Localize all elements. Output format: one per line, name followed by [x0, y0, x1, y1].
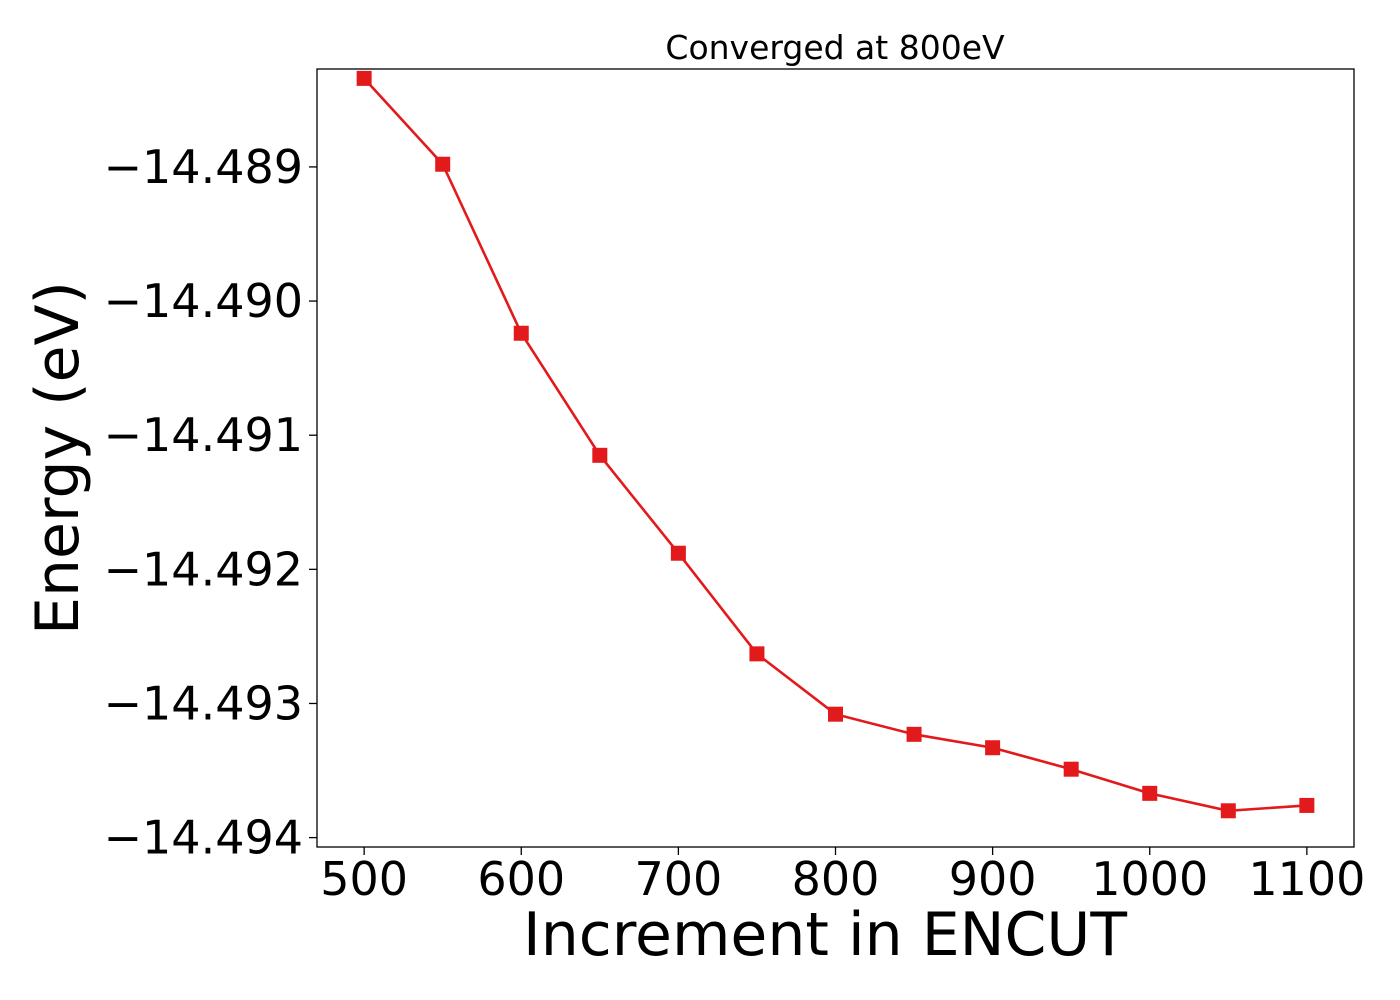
y-tick-label: −14.494 [104, 811, 304, 865]
y-axis-ticks: −14.489 −14.490 −14.491 −14.492 −14.493 −14.4… [104, 140, 317, 865]
x-tick-label: 800 [792, 852, 880, 906]
y-tick-label: −14.493 [104, 676, 304, 730]
data-point-marker [749, 646, 765, 662]
data-point-marker [1063, 761, 1079, 777]
x-axis-label: Increment in ENCUT [523, 900, 1127, 970]
x-tick-label: 1000 [1091, 852, 1208, 906]
y-tick-label: −14.492 [104, 542, 304, 596]
data-point-marker [1142, 785, 1158, 801]
data-point-marker [670, 545, 686, 561]
data-point-marker [356, 70, 372, 86]
x-axis-ticks: 500 600 700 800 900 1000 1100 [320, 847, 1365, 906]
x-tick-label: 900 [949, 852, 1037, 906]
data-point-marker [906, 726, 922, 742]
data-point-marker [513, 325, 529, 341]
energy-series-line [363, 77, 1307, 813]
x-tick-label: 500 [320, 852, 408, 906]
data-point-marker [592, 447, 608, 463]
chart-title: Converged at 800eV [665, 28, 1005, 67]
y-tick-label: −14.489 [104, 140, 304, 194]
data-point-marker [435, 156, 451, 172]
plot-area-frame [316, 68, 1355, 848]
energy-series-markers [356, 70, 1315, 819]
y-tick-label: −14.491 [104, 408, 304, 462]
data-point-marker [985, 740, 1001, 756]
data-point-marker [1220, 803, 1236, 819]
x-tick-label: 600 [477, 852, 565, 906]
y-axis-label: Energy (eV) [23, 281, 93, 635]
data-point-marker [1299, 797, 1315, 813]
x-tick-label: 700 [634, 852, 722, 906]
y-tick-label: −14.490 [104, 274, 304, 328]
data-point-marker [828, 706, 843, 722]
x-tick-label: 1100 [1248, 852, 1365, 906]
